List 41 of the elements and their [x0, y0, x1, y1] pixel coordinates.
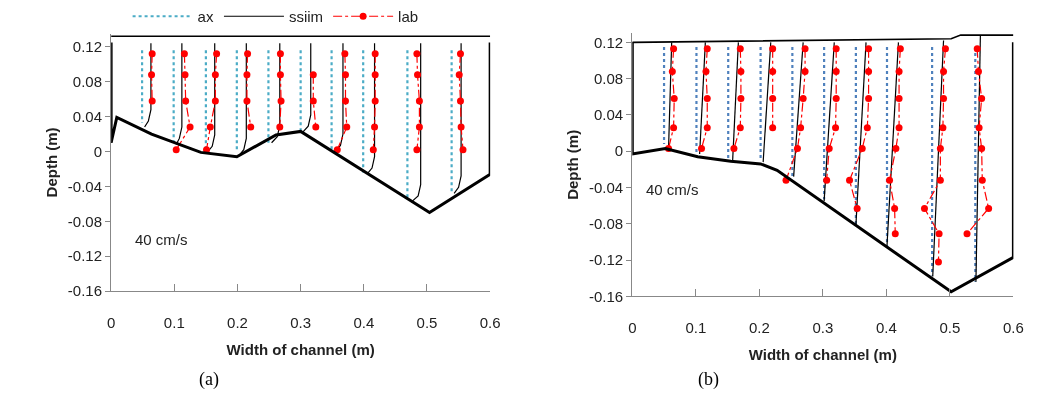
- x-tick-label: 0.3: [812, 319, 834, 337]
- x-tick-label: 0.4: [875, 319, 897, 337]
- y-tick-label: -0.12: [589, 251, 624, 269]
- y-axis-title: Depth (m): [43, 127, 61, 198]
- legend-label: lab: [398, 8, 419, 26]
- y-tick-label: 0.08: [594, 69, 624, 87]
- x-tick-label: 0.2: [748, 319, 770, 337]
- x-tick-label: 0: [628, 319, 637, 337]
- x-tick-label: 0: [106, 314, 116, 332]
- y-tick-label: -0.16: [589, 287, 624, 305]
- y-tick-label: -0.04: [67, 177, 103, 195]
- y-tick-label: 0.04: [72, 107, 103, 125]
- x-tick-label: 0.6: [479, 314, 501, 332]
- x-tick-label: 0.4: [353, 314, 375, 332]
- legend-label: ax: [197, 8, 214, 26]
- y-tick-label: -0.16: [67, 282, 103, 300]
- x-tick-label: 0.5: [939, 319, 961, 337]
- text: (a): [199, 369, 219, 390]
- y-axis-title: Depth (m): [564, 129, 582, 200]
- x-axis-title: Width of channel (m): [748, 346, 897, 364]
- x-tick-label: 0.6: [1002, 319, 1024, 337]
- x-tick-label: 0.1: [685, 319, 707, 337]
- x-axis-title: Width of channel (m): [226, 341, 375, 359]
- x-tick-label: 0.1: [163, 314, 185, 332]
- y-tick-label: 0: [93, 142, 103, 160]
- y-tick-label: 0.12: [72, 38, 103, 56]
- text: (b): [698, 369, 719, 390]
- x-tick-label: 0.3: [290, 314, 312, 332]
- y-tick-label: 0: [614, 142, 624, 160]
- y-tick-label: -0.04: [589, 178, 624, 196]
- x-tick-label: 0.2: [227, 314, 248, 332]
- annotation: 40 cm/s: [135, 231, 188, 248]
- y-tick-label: 0.04: [594, 106, 624, 124]
- legend-label: ssiim: [288, 8, 324, 26]
- y-tick-label: -0.08: [67, 212, 103, 230]
- y-tick-label: -0.08: [589, 215, 624, 233]
- annotation: 40 cm/s: [646, 181, 699, 198]
- y-tick-label: 0.08: [72, 72, 103, 90]
- x-tick-label: 0.5: [416, 314, 438, 332]
- y-tick-label: -0.12: [67, 247, 103, 265]
- y-tick-label: 0.12: [594, 33, 624, 51]
